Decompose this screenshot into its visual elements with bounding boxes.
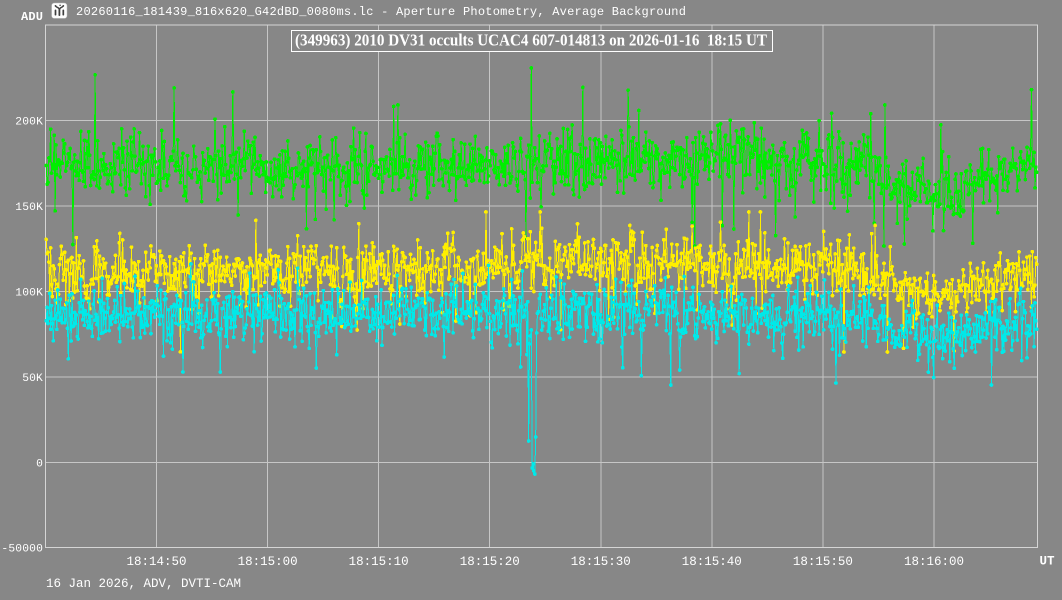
svg-text:18:15:00: 18:15:00: [238, 555, 298, 569]
svg-text:100K: 100K: [15, 288, 43, 300]
svg-text:150K: 150K: [15, 202, 43, 214]
svg-text:16 Jan 2026, ADV, DVTI-CAM: 16 Jan 2026, ADV, DVTI-CAM: [46, 577, 241, 591]
svg-text:0: 0: [36, 459, 43, 471]
svg-text:(349963) 2010 DV31 occults UCA: (349963) 2010 DV31 occults UCAC4 607-014…: [295, 30, 767, 49]
svg-text:20260116_181439_816x620_G42dBD: 20260116_181439_816x620_G42dBD_0080ms.lc…: [76, 5, 686, 19]
svg-text:ADU: ADU: [21, 10, 43, 24]
svg-text:18:14:50: 18:14:50: [126, 555, 186, 569]
svg-text:18:16:00: 18:16:00: [904, 555, 964, 569]
svg-text:18:15:50: 18:15:50: [793, 555, 853, 569]
svg-text:50K: 50K: [22, 373, 43, 385]
svg-text:-50000: -50000: [1, 544, 43, 556]
svg-text:18:15:20: 18:15:20: [460, 555, 520, 569]
svg-text:18:15:10: 18:15:10: [349, 555, 409, 569]
svg-text:200K: 200K: [15, 117, 43, 129]
svg-text:18:15:30: 18:15:30: [571, 555, 631, 569]
svg-text:18:15:40: 18:15:40: [682, 555, 742, 569]
svg-text:UT: UT: [1039, 555, 1055, 569]
